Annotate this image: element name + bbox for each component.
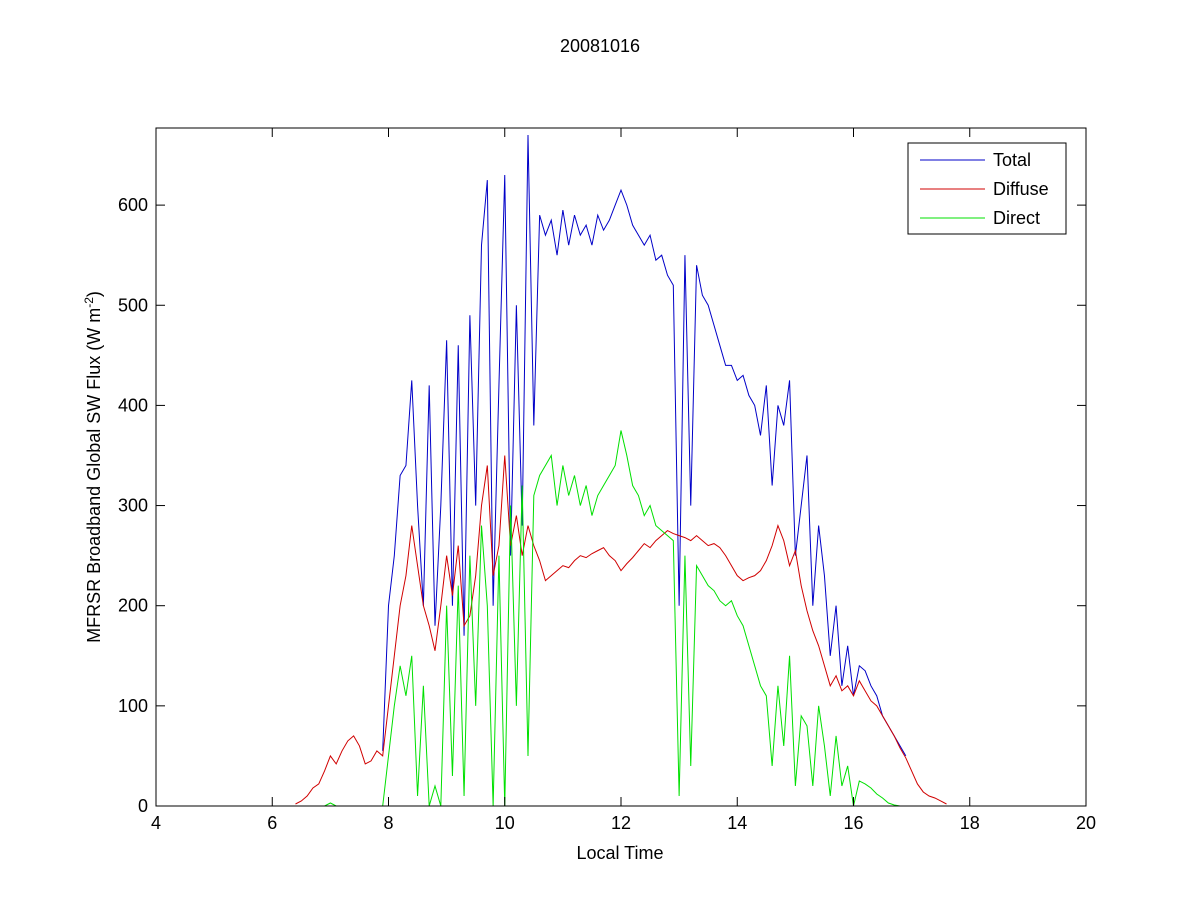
x-tick-label: 14 [727,813,747,833]
legend-label: Diffuse [993,179,1049,199]
y-tick-label: 500 [118,295,148,315]
x-tick-label: 18 [960,813,980,833]
y-tick-label: 600 [118,195,148,215]
y-axis-label: MFRSR Broadband Global SW Flux (W m-2) [82,291,104,643]
data-line [295,430,912,807]
y-tick-label: 300 [118,496,148,516]
x-tick-label: 10 [495,813,515,833]
y-axis-label-sup: -2 [82,297,96,308]
y-tick-label: 200 [118,596,148,616]
legend-label: Total [993,150,1031,170]
plot-area: 4 6 8 10 12 14 16 18 200100200300400500600TotalD… [118,127,1096,833]
x-tick-label: 4 [151,813,161,833]
y-tick-label: 100 [118,696,148,716]
data-line [382,134,907,757]
x-tick-label: 12 [611,813,631,833]
y-axis-label-end: ) [84,291,104,297]
x-tick-label: 6 [267,813,277,833]
x-tick-label: 20 [1076,813,1096,833]
y-tick-label: 400 [118,395,148,415]
chart-title: 20081016 [560,36,640,56]
x-axis-label: Local Time [576,843,663,863]
y-axis-label-text: MFRSR Broadband Global SW Flux (W m [84,308,104,643]
data-line [295,455,947,805]
legend-label: Direct [993,208,1040,228]
x-tick-label: 16 [843,813,863,833]
x-tick-label: 8 [383,813,393,833]
legend: Total Diffuse Direct [907,142,1067,235]
y-tick-label: 0 [138,796,148,816]
